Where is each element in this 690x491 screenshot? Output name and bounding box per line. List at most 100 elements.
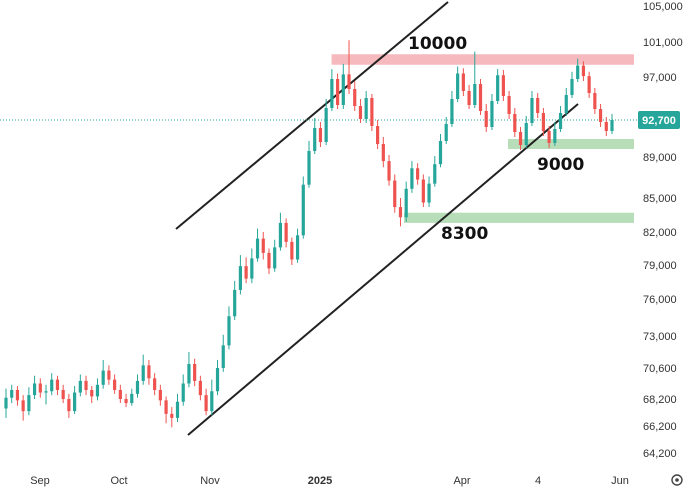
candle (21, 395, 25, 421)
candle (67, 393, 71, 418)
channel-layer (175, 1, 579, 436)
y-tick-label: 97,000 (643, 72, 677, 84)
candle (335, 73, 340, 109)
candle-body (461, 73, 465, 91)
candle-body (233, 289, 237, 317)
candle-body (496, 75, 500, 101)
candle (581, 61, 586, 81)
y-tick-label: 68,200 (643, 394, 677, 406)
candle (433, 156, 437, 187)
candle-body (90, 389, 94, 397)
candle (113, 374, 117, 394)
candle-body (553, 129, 557, 143)
candle (261, 232, 265, 260)
candle (135, 374, 140, 398)
candle-body (227, 316, 231, 346)
x-tick-label: Nov (200, 475, 220, 487)
candle-body (427, 183, 431, 203)
candle-body (518, 132, 523, 145)
candle-body (113, 379, 117, 390)
candle (507, 91, 511, 119)
candle (524, 116, 528, 148)
candle-body (484, 111, 488, 127)
candle (90, 386, 94, 404)
candle-body (295, 235, 300, 260)
candle (307, 141, 311, 188)
candle (450, 91, 454, 127)
candle (518, 127, 523, 150)
candle-body (273, 247, 277, 269)
candle-body (324, 108, 328, 142)
candle-body (421, 179, 425, 203)
candle (410, 161, 414, 193)
settings-icon[interactable] (671, 474, 683, 486)
candle (141, 354, 145, 385)
candle-body (290, 241, 294, 260)
candle-body (221, 345, 225, 368)
candle (244, 257, 248, 284)
annotation-8300: 8300 (441, 224, 488, 244)
y-axis[interactable]: 105,000 101,000 97,000 89,000 85,000 82,000 79… (643, 1, 683, 460)
candle-body (593, 93, 597, 109)
candle-body (381, 144, 385, 162)
y-tick-label: 73,000 (643, 331, 677, 343)
candle (175, 393, 180, 422)
y-tick-label: 76,000 (643, 294, 677, 306)
candle (10, 384, 14, 404)
candle-body (307, 151, 311, 185)
y-tick-label: 82,000 (643, 227, 677, 239)
x-tick-label: 2025 (308, 475, 332, 487)
x-tick-label: 4 (535, 475, 541, 487)
candle-body (101, 370, 105, 385)
candle-body (507, 96, 511, 114)
candle-body (433, 164, 437, 184)
candle-body (604, 122, 608, 131)
candle (456, 66, 460, 102)
candle (513, 108, 517, 137)
settings-icon-ring[interactable] (671, 474, 683, 486)
candle-body (330, 79, 334, 108)
candle-body (27, 395, 31, 412)
candle-body (198, 380, 202, 396)
y-tick-label: 101,000 (643, 37, 683, 49)
x-tick-label: Oct (110, 475, 127, 487)
candle (387, 155, 391, 186)
support-zone-8300 (404, 212, 634, 223)
x-tick-label: Apr (453, 475, 470, 487)
candle (233, 280, 237, 320)
candle (381, 137, 385, 168)
y-tick-label: 64,200 (643, 448, 677, 460)
settings-icon-center[interactable] (675, 478, 679, 482)
candle-body (38, 383, 42, 393)
x-tick-label: Sep (30, 475, 50, 487)
y-tick-label: 85,000 (643, 193, 677, 205)
candles-layer (4, 40, 614, 428)
candle-body (255, 238, 260, 259)
candle-body (44, 391, 48, 393)
candle-body (364, 98, 368, 119)
y-tick-label: 66,200 (643, 421, 677, 433)
candle-body (130, 393, 134, 404)
x-axis[interactable]: Sep Oct Nov 2025 Apr 4 Jun (30, 475, 629, 487)
candle-body (456, 73, 460, 99)
candle-body (478, 84, 483, 111)
candle (118, 384, 122, 404)
candle-body (301, 184, 305, 236)
candle (358, 99, 363, 123)
candle (215, 360, 220, 396)
candle-body (4, 397, 8, 409)
candle (267, 248, 271, 275)
candle (61, 384, 65, 404)
candle-body (210, 391, 214, 412)
candle (210, 379, 214, 416)
candle (50, 373, 54, 396)
upper-channel-line (175, 1, 449, 230)
candle-body (598, 109, 603, 122)
candle-body (610, 120, 614, 131)
candle (467, 85, 471, 109)
candle-body (376, 126, 380, 144)
candle (347, 40, 351, 94)
candle (78, 374, 82, 397)
